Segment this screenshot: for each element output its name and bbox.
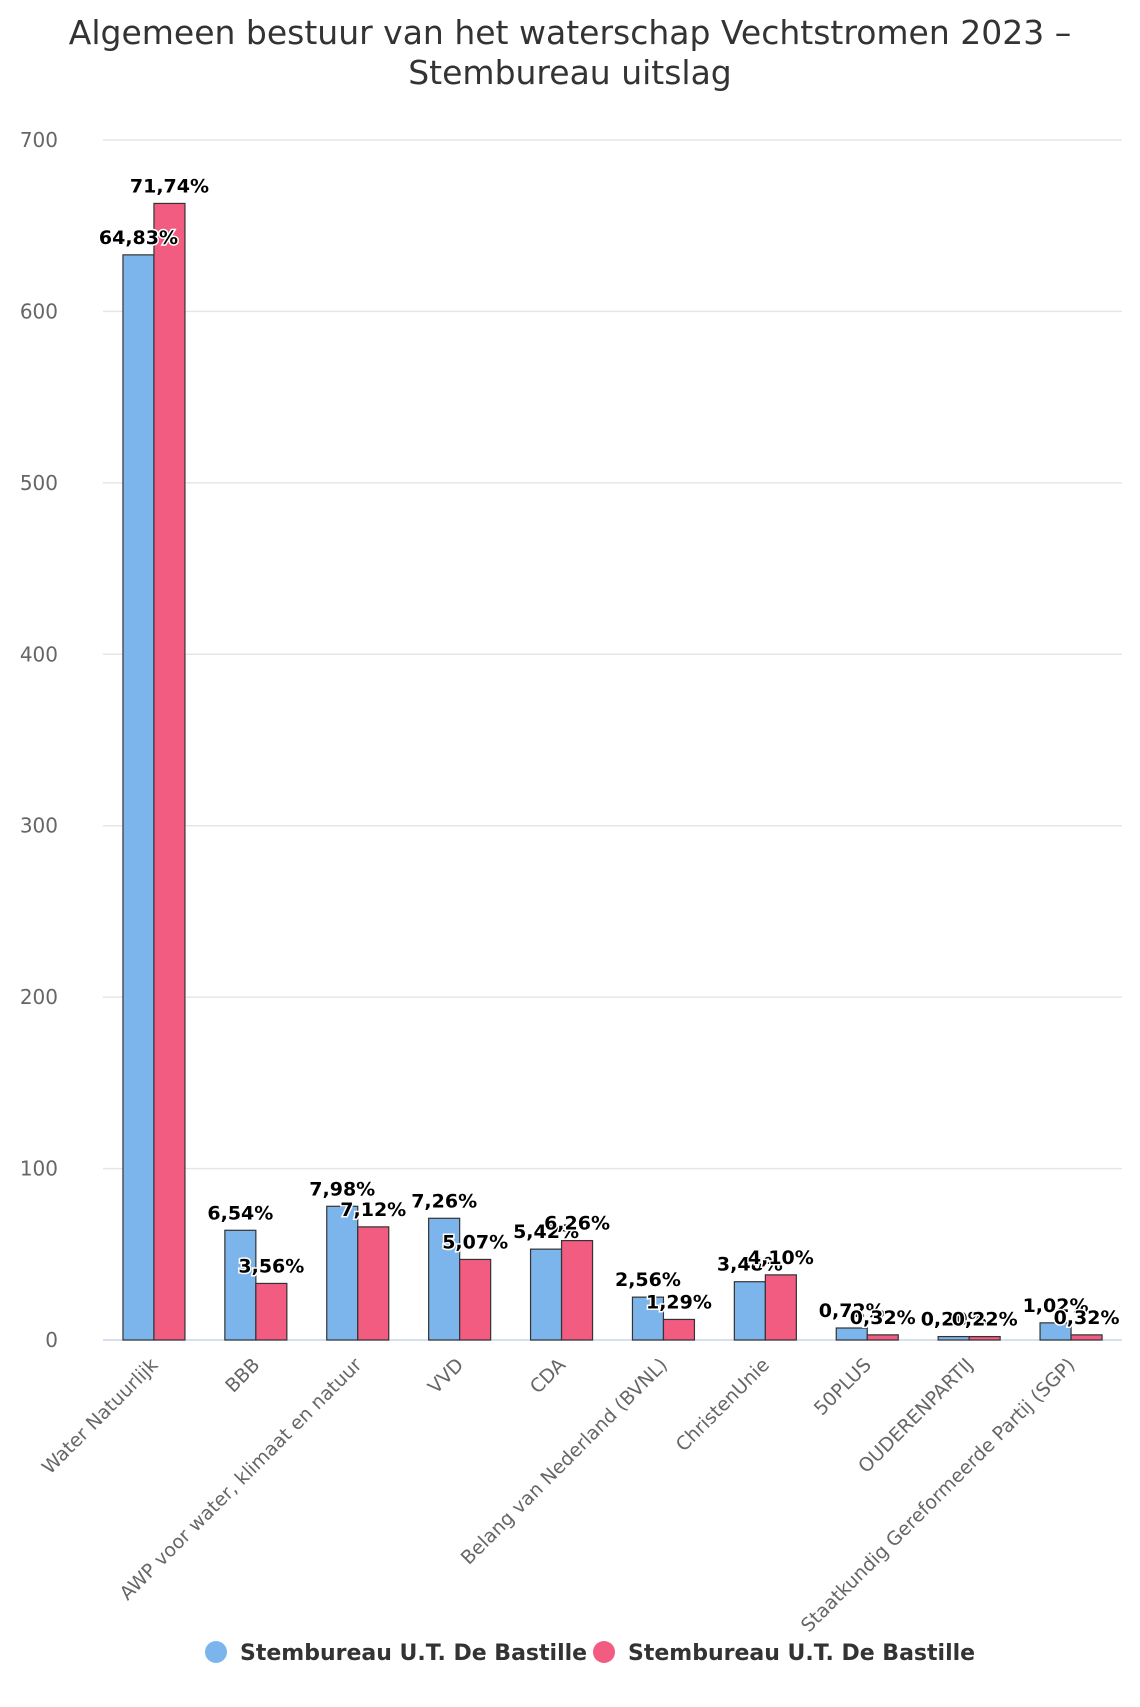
bar-series-2[interactable] [866,1334,899,1341]
x-tick-label: BBB [221,1354,264,1397]
x-tick-label: ChristenUnie [672,1354,774,1456]
bar-series-1[interactable] [529,1248,563,1341]
chart-title-line-1: Algemeen bestuur van het waterschap Vech… [69,13,1071,52]
legend[interactable]: Stembureau U.T. De Bastille Stembureau U.… [205,1641,975,1666]
chart-title: Algemeen bestuur van het waterschap Vech… [69,13,1071,92]
y-tick-label: 400 [20,642,58,666]
data-label-series-1: 1,02% [1023,1295,1089,1317]
data-label-series-2: 4,10% [748,1247,814,1269]
data-label-series-2: 6,26% [544,1213,610,1235]
bar-series-2[interactable] [459,1258,492,1341]
y-tick-label: 300 [20,814,58,838]
data-label-series-2: 7,12% [340,1199,406,1221]
bar-series-2[interactable] [968,1335,1001,1341]
data-label-series-1: 0,72% [819,1300,885,1322]
y-tick-label: 700 [20,128,58,152]
data-label-series-1: 7,98% [309,1178,375,1200]
data-label-series-2: 71,74% [130,175,209,197]
bars [122,202,1103,1341]
data-label-series-1: 2,56% [615,1269,681,1291]
legend-item-series-2[interactable]: Stembureau U.T. De Bastille [593,1641,975,1666]
data-label-series-2: 5,07% [442,1231,508,1253]
x-tick-label: 50PLUS [810,1354,876,1420]
y-axis-ticks: 0 100 200 300 400 500 600 700 [20,128,58,1352]
y-tick-label: 0 [45,1328,58,1352]
legend-item-series-1[interactable]: Stembureau U.T. De Bastille [205,1641,587,1666]
bar-series-1[interactable] [733,1281,766,1341]
bar-series-2[interactable] [764,1274,797,1341]
x-tick-label: CDA [526,1354,570,1398]
bar-series-1[interactable] [326,1205,359,1341]
bar-series-1[interactable] [631,1296,665,1341]
legend-label: Stembureau U.T. De Bastille [240,1641,587,1666]
legend-marker [205,1641,227,1663]
data-label-series-2: 0,32% [850,1307,916,1329]
y-tick-label: 500 [20,471,58,495]
data-label-series-2: 0,22% [952,1309,1018,1331]
bar-series-1[interactable] [428,1217,461,1341]
bar-series-2[interactable] [662,1318,696,1341]
legend-label: Stembureau U.T. De Bastille [628,1641,975,1666]
gridlines [103,139,1122,1341]
bar-series-2[interactable] [153,202,186,1341]
data-label-series-1: 7,26% [411,1190,477,1212]
bar-series-1[interactable] [224,1229,257,1341]
data-label-series-2: 1,29% [646,1291,712,1313]
bar-series-2[interactable] [357,1226,390,1341]
bar-series-2[interactable] [1070,1334,1103,1341]
y-tick-label: 200 [20,985,58,1009]
bar-series-1[interactable] [835,1327,868,1341]
bar-series-1[interactable] [937,1335,970,1341]
chart-title-line-2: Stembureau uitslag [408,53,732,92]
data-label-series-1: 0,20% [921,1309,987,1331]
bar-series-1[interactable] [1039,1322,1072,1341]
data-label-series-2: 0,32% [1054,1307,1120,1329]
data-label-series-2: 3,56% [238,1255,304,1277]
y-tick-label: 600 [20,299,58,323]
data-label-series-1: 6,54% [207,1202,273,1224]
x-tick-label: Water Natuurlijk [38,1354,163,1479]
data-labels: 64,83% 71,74% 6,54% 3,56% 7,98%7,12% 7,26% 5,0… [97,174,1121,1332]
bar-series-2[interactable] [560,1239,594,1341]
bar-series-2[interactable] [255,1282,288,1341]
data-label-series-1: 3,48% [717,1254,783,1276]
data-label-series-1: 5,42% [513,1221,579,1243]
bar-series-1[interactable] [122,254,155,1341]
x-tick-label: VVD [424,1354,468,1398]
y-tick-label: 100 [20,1157,58,1181]
data-label-series-1: 64,83% [99,227,178,249]
legend-marker [593,1641,615,1663]
x-tick-label: Belang van Nederland (BVNL) [457,1354,672,1569]
